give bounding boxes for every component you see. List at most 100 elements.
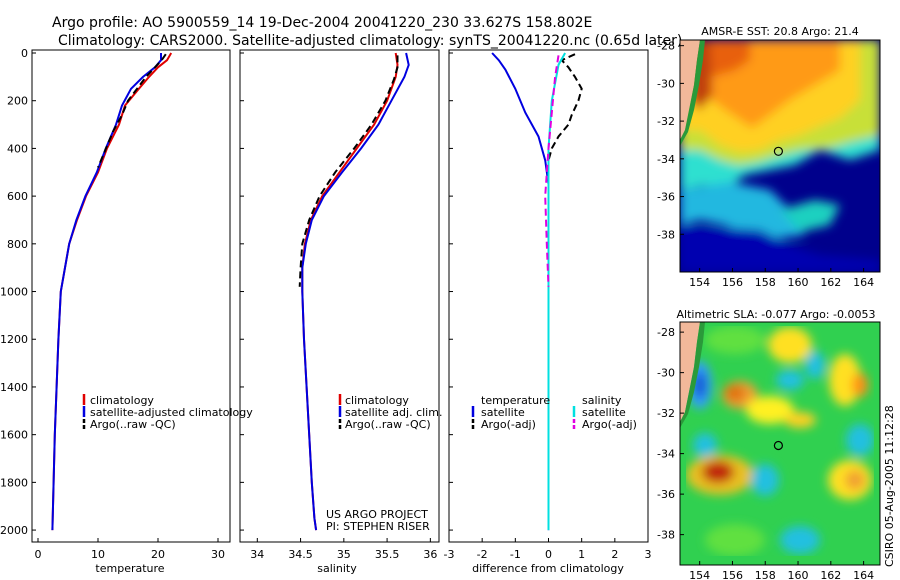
pi-credit: PI: STEPHEN RISER [326,520,430,533]
map-x-tick-label: 156 [722,569,743,580]
series-line-climatology [301,52,399,531]
x-tick-label: 1 [578,548,585,561]
x-tick-label: -1 [510,548,521,561]
map-y-tick-label: -38 [657,529,675,542]
x-tick-label: -2 [477,548,488,561]
legend-label-climatology: climatology [90,394,154,407]
map-x-tick-label: 160 [788,276,809,289]
series-line-salinity-argo-adj- [544,55,560,287]
sla-map-title: Altimetric SLA: -0.077 Argo: -0.0053 [677,308,876,321]
difference-legend-temperature: temperature satellite Argo(-adj) [471,394,550,431]
series-line-temperature-argo-adj- [547,53,583,168]
sst-heatmap [680,40,880,272]
sla-map-frame [679,321,881,566]
series-line-satellite-adj-clim- [301,52,410,531]
x-tick-label: 20 [151,548,165,561]
salinity-axes-frame [239,49,440,543]
legend-label-argo: Argo(..raw -QC) [90,418,176,431]
legend-label-satellite: satellite adj. clim. [345,406,442,419]
map-y-tick-label: -36 [657,488,675,501]
legend-label-climatology: climatology [345,394,409,407]
difference-panel: -3 -2 -1 0 1 2 3 difference from climatology t… [444,49,652,575]
map-x-tick-label: 154 [689,569,710,580]
map-x-tick-label: 156 [722,276,743,289]
map-y-tick-label: -32 [657,407,675,420]
map-x-tick-label: 160 [788,569,809,580]
sst-land [680,40,700,140]
map-y-tick-label: -38 [657,228,675,241]
y-tick-label: 1600 [0,429,28,442]
title-line-1: Argo profile: AO 5900559_14 19-Dec-2004 … [52,15,592,31]
temperature-legend: climatology satellite-adjusted climatolo… [82,394,253,431]
salinity-legend: climatology satellite adj. clim. Argo(..… [338,394,442,431]
x-tick-label: 35 [337,548,351,561]
y-tick-label: 2000 [0,524,28,537]
map-y-tick-label: -34 [657,448,675,461]
salinity-xlabel: salinity [317,562,357,575]
map-y-tick-label: -30 [657,367,675,380]
x-tick-label: 0 [545,548,552,561]
map-x-tick-label: 162 [820,569,841,580]
x-tick-label: 10 [91,548,105,561]
title-line-2: Climatology: CARS2000. Satellite-adjuste… [58,33,682,49]
map-y-tick-label: -34 [657,153,675,166]
map-x-tick-label: 158 [755,276,776,289]
y-tick-label: 600 [7,190,28,203]
project-credit: US ARGO PROJECT [326,508,428,521]
legend-label-sal-argo: Argo(-adj) [582,418,637,431]
map-y-tick-label: -36 [657,191,675,204]
y-tick-label: 1000 [0,286,28,299]
y-tick-label: 0 [21,47,28,60]
series-line-argo-raw-qc- [298,55,399,287]
sla-map-panel: Altimetric SLA: -0.077 Argo: -0.0053 [657,308,881,580]
map-y-tick-label: -28 [657,326,675,339]
x-tick-label: 2 [611,548,618,561]
x-tick-label: 34 [250,548,264,561]
temperature-panel: 0 10 20 30 0 200 400 600 800 1000 1200 1400 1600 1800… [0,47,253,575]
difference-xlabel: difference from climatology [472,562,624,575]
sla-heatmap [680,322,880,565]
x-tick-label: 35.5 [375,548,400,561]
map-x-tick-label: 154 [689,276,710,289]
y-tick-label: 400 [7,142,28,155]
sst-argo-location-marker [773,146,784,156]
x-tick-label: 3 [645,548,652,561]
legend-label-temp-argo: Argo(-adj) [481,418,536,431]
y-tick-label: 800 [7,238,28,251]
map-y-tick-label: -28 [657,40,675,53]
map-x-tick-label: 164 [853,276,874,289]
temperature-xlabel: temperature [95,562,164,575]
x-tick-label: -3 [444,548,455,561]
legend-label-satellite: satellite-adjusted climatology [90,406,253,419]
map-y-tick-label: -32 [657,115,675,128]
temperature-axes-frame [31,49,231,543]
y-tick-label: 1200 [0,333,28,346]
series-line-temperature-satellite [491,52,550,531]
map-y-tick-label: -30 [657,77,675,90]
x-tick-label: 34.5 [288,548,313,561]
legend-title-temperature: temperature [481,394,550,407]
series-line-climatology [51,52,173,531]
sst-coast [680,40,705,146]
legend-title-salinity: salinity [582,394,622,407]
sst-map-title: AMSR-E SST: 20.8 Argo: 21.4 [701,25,859,38]
map-x-tick-label: 162 [820,276,841,289]
sla-land [680,322,700,422]
series-line-argo-raw-qc- [97,53,167,168]
series-line-satellite-adjusted-climatology [51,53,162,531]
sst-map-frame [679,39,881,273]
legend-label-temp-satellite: satellite [481,406,525,419]
map-x-tick-label: 158 [755,569,776,580]
y-tick-label: 200 [7,95,28,108]
legend-label-sal-satellite: satellite [582,406,626,419]
x-tick-label: 36 [423,548,437,561]
sla-coast [680,322,705,428]
legend-label-argo: Argo(..raw -QC) [345,418,431,431]
y-tick-label: 1800 [0,476,28,489]
y-tick-label: 1400 [0,381,28,394]
difference-legend-salinity: salinity satellite Argo(-adj) [572,394,637,431]
sst-map-panel: AMSR-E SST: 20.8 Argo: 21.4 154 156 158 160… [657,25,881,289]
salinity-panel: 34 34.5 35 35.5 36 salinity climatology sate… [239,49,442,575]
csiro-timestamp: CSIRO 05-Aug-2005 11:12:28 [883,405,896,567]
